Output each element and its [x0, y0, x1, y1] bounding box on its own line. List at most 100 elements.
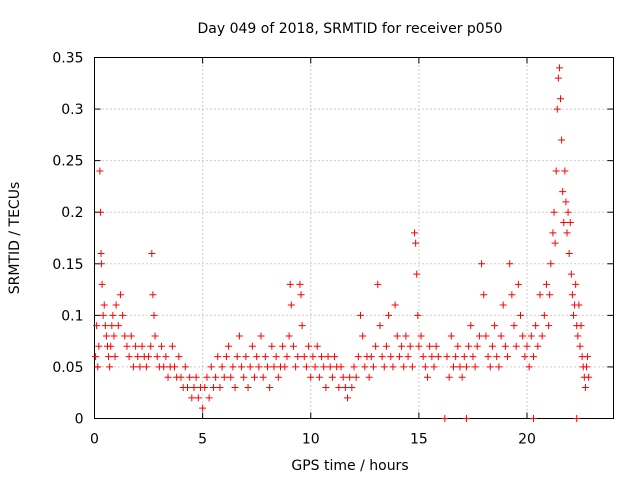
data-point	[365, 373, 373, 381]
data-point	[93, 322, 101, 330]
data-point	[279, 342, 287, 350]
data-point	[536, 291, 544, 299]
data-point	[523, 342, 531, 350]
data-point	[205, 394, 213, 402]
data-point	[125, 353, 133, 361]
data-point	[188, 394, 196, 402]
data-point	[387, 353, 395, 361]
data-point	[402, 332, 410, 340]
y-tick-label: 0.2	[61, 205, 83, 221]
data-point	[248, 342, 256, 350]
x-tick-label: 0	[90, 432, 99, 448]
data-point	[482, 332, 490, 340]
data-point	[564, 208, 572, 216]
data-point	[380, 363, 388, 371]
data-point	[97, 260, 105, 268]
data-point	[261, 353, 269, 361]
data-point	[478, 260, 486, 268]
data-point	[116, 291, 124, 299]
data-point	[460, 353, 468, 361]
y-tick-label: 0.3	[61, 102, 83, 118]
data-point	[95, 342, 103, 350]
data-point	[497, 332, 505, 340]
data-point	[147, 342, 155, 350]
data-point	[493, 353, 501, 361]
data-point	[296, 280, 304, 288]
data-point	[484, 353, 492, 361]
data-point	[550, 208, 558, 216]
data-point	[287, 301, 295, 309]
data-point	[581, 384, 589, 392]
data-point	[300, 353, 308, 361]
data-point	[97, 208, 105, 216]
data-point	[572, 280, 580, 288]
data-point	[107, 342, 115, 350]
data-point	[272, 353, 280, 361]
data-point	[445, 373, 453, 381]
data-point	[546, 291, 554, 299]
data-point	[331, 353, 339, 361]
data-point	[283, 353, 291, 361]
data-point	[199, 404, 207, 412]
data-point	[413, 270, 421, 278]
x-tick-label: 20	[518, 432, 536, 448]
data-point	[313, 342, 321, 350]
data-point	[532, 322, 540, 330]
data-point	[134, 353, 142, 361]
data-point	[132, 342, 140, 350]
data-point	[414, 311, 422, 319]
data-point	[100, 301, 108, 309]
data-point	[400, 363, 408, 371]
data-point	[398, 342, 406, 350]
data-point	[281, 363, 289, 371]
data-point	[519, 332, 527, 340]
data-point	[240, 373, 248, 381]
data-point	[315, 373, 323, 381]
data-point	[186, 373, 194, 381]
data-point	[560, 219, 568, 227]
data-point	[452, 353, 460, 361]
data-point	[203, 373, 211, 381]
data-point	[114, 322, 122, 330]
data-point	[138, 342, 146, 350]
data-point	[584, 353, 592, 361]
y-axis-label: SRMTID / TECUs	[7, 182, 23, 295]
data-point	[171, 363, 179, 371]
data-point	[207, 363, 215, 371]
data-point	[270, 363, 278, 371]
data-point	[231, 384, 239, 392]
data-point	[510, 322, 518, 330]
data-point	[311, 363, 319, 371]
data-point	[350, 363, 358, 371]
data-point	[220, 373, 228, 381]
data-point	[129, 363, 137, 371]
data-point	[123, 342, 131, 350]
data-point	[582, 363, 590, 371]
data-point	[389, 363, 397, 371]
data-point	[568, 291, 576, 299]
data-point	[449, 363, 457, 371]
data-point	[294, 353, 302, 361]
data-point	[136, 363, 144, 371]
data-point	[521, 353, 529, 361]
data-point	[105, 353, 113, 361]
y-tick-label: 0.15	[52, 257, 83, 273]
data-point	[447, 332, 455, 340]
chart-title: Day 049 of 2018, SRMTID for receiver p05…	[197, 21, 502, 37]
data-point	[421, 363, 429, 371]
data-point	[443, 353, 451, 361]
data-point	[441, 415, 449, 422]
data-point	[517, 311, 525, 319]
data-point	[307, 373, 315, 381]
data-point	[512, 342, 520, 350]
data-point	[145, 353, 153, 361]
data-point	[486, 363, 494, 371]
data-point	[563, 229, 571, 237]
data-point	[233, 353, 241, 361]
data-point	[559, 188, 567, 196]
data-point	[194, 394, 202, 402]
data-point	[209, 384, 217, 392]
data-point	[201, 384, 209, 392]
data-point	[356, 311, 364, 319]
data-point	[376, 322, 384, 330]
